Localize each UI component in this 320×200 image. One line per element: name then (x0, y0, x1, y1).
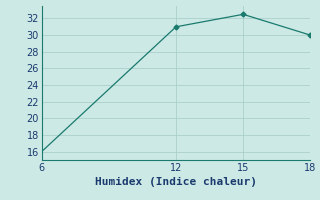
X-axis label: Humidex (Indice chaleur): Humidex (Indice chaleur) (95, 177, 257, 187)
